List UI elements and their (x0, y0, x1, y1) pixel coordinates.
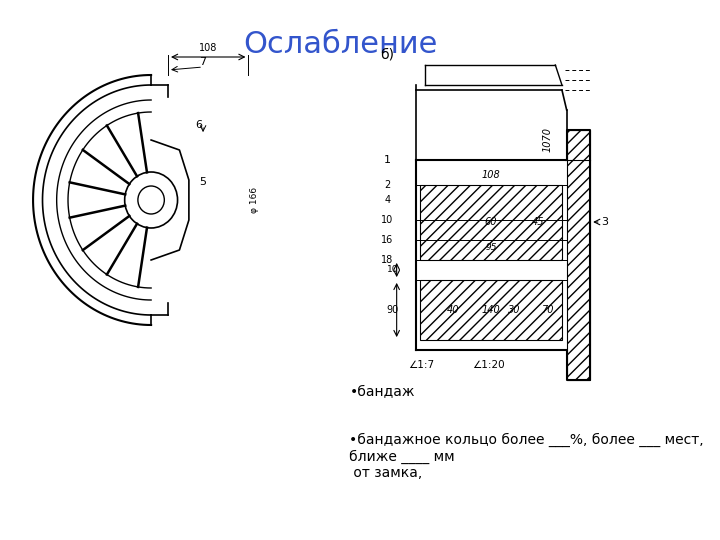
Text: 140: 140 (482, 305, 500, 315)
Text: 6: 6 (195, 120, 202, 130)
Text: 108: 108 (482, 170, 500, 180)
Text: 10: 10 (381, 215, 393, 225)
Text: 10: 10 (387, 266, 399, 274)
Text: 45: 45 (532, 217, 544, 227)
Text: 40: 40 (447, 305, 459, 315)
Text: 3: 3 (601, 217, 608, 227)
Text: б): б) (380, 48, 395, 62)
Text: 70: 70 (541, 305, 554, 315)
Text: 18: 18 (381, 255, 393, 265)
Text: 108: 108 (199, 43, 217, 53)
Text: •бандажное кольцо более ___%, более ___ мест, ближе ____ мм
 от замка,: •бандажное кольцо более ___%, более ___ … (349, 433, 704, 480)
Text: ∠1:20: ∠1:20 (472, 360, 505, 370)
Text: 5: 5 (199, 177, 207, 187)
Text: 1070: 1070 (543, 127, 553, 152)
Text: 2: 2 (384, 180, 390, 190)
Text: 90: 90 (387, 305, 399, 315)
Text: •бандаж: •бандаж (349, 385, 415, 399)
Text: ∠1:7: ∠1:7 (408, 360, 434, 370)
Text: Ослабление: Ослабление (243, 30, 437, 59)
Text: φ 166: φ 166 (251, 187, 259, 213)
Text: 95: 95 (485, 242, 497, 252)
Text: 30: 30 (508, 305, 521, 315)
Text: 1: 1 (384, 155, 391, 165)
Text: 16: 16 (381, 235, 393, 245)
Text: 60: 60 (485, 217, 498, 227)
Text: 4: 4 (384, 195, 390, 205)
Text: 7: 7 (199, 57, 207, 67)
